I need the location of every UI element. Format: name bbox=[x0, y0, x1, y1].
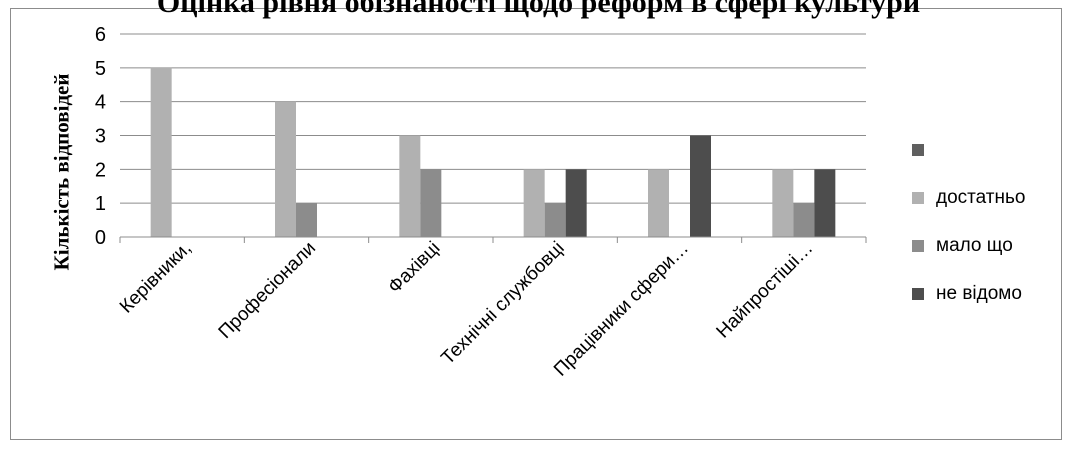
y-tick-label: 6 bbox=[95, 24, 106, 46]
legend-swatch bbox=[912, 192, 924, 204]
axes bbox=[119, 236, 867, 243]
y-tick-label: 1 bbox=[95, 193, 106, 215]
legend-label: достатньо bbox=[936, 187, 1026, 208]
y-tick-labels: 0 1 2 3 4 5 6 bbox=[95, 24, 106, 249]
bar bbox=[565, 169, 587, 237]
legend-swatch bbox=[912, 144, 924, 156]
bar bbox=[648, 169, 669, 237]
bar bbox=[690, 135, 711, 237]
x-tick-label: Найпростіші… bbox=[713, 238, 818, 343]
bar bbox=[814, 169, 836, 237]
x-tick-label: Фахівці bbox=[384, 238, 444, 298]
legend-swatch bbox=[912, 288, 924, 300]
legend-swatch bbox=[912, 240, 924, 252]
bar bbox=[793, 203, 815, 237]
bar bbox=[420, 169, 442, 237]
chart-title-fragment: Оцінка рівня обізнаності щодо реформ в с… bbox=[156, 0, 921, 19]
x-tick-label: Технічні службовці bbox=[437, 238, 568, 369]
y-tick-label: 4 bbox=[95, 92, 106, 114]
y-tick-label: 2 bbox=[95, 159, 106, 181]
bar bbox=[399, 135, 421, 237]
legend-label: не відомо bbox=[936, 283, 1022, 304]
y-tick-label: 5 bbox=[95, 58, 106, 80]
bar bbox=[544, 203, 566, 237]
x-tick-label: Керівники, bbox=[116, 238, 196, 318]
legend-item: не відомо bbox=[912, 283, 1022, 304]
y-tick-label: 0 bbox=[95, 227, 106, 249]
bar bbox=[150, 67, 172, 237]
y-tick-label: 3 bbox=[95, 126, 106, 148]
gridlines bbox=[120, 33, 866, 204]
x-tick-label: Працівники сфери… bbox=[550, 238, 693, 381]
bar bbox=[772, 169, 794, 237]
bars bbox=[150, 67, 836, 238]
legend-item: мало що bbox=[912, 235, 1013, 256]
bar bbox=[296, 203, 317, 237]
legend-item bbox=[912, 140, 936, 160]
bar bbox=[275, 101, 296, 238]
x-tick-label: Професіонали bbox=[215, 238, 320, 343]
legend-label: мало що bbox=[936, 235, 1013, 256]
bar bbox=[523, 169, 545, 237]
legend-item: достатньо bbox=[912, 187, 1026, 208]
